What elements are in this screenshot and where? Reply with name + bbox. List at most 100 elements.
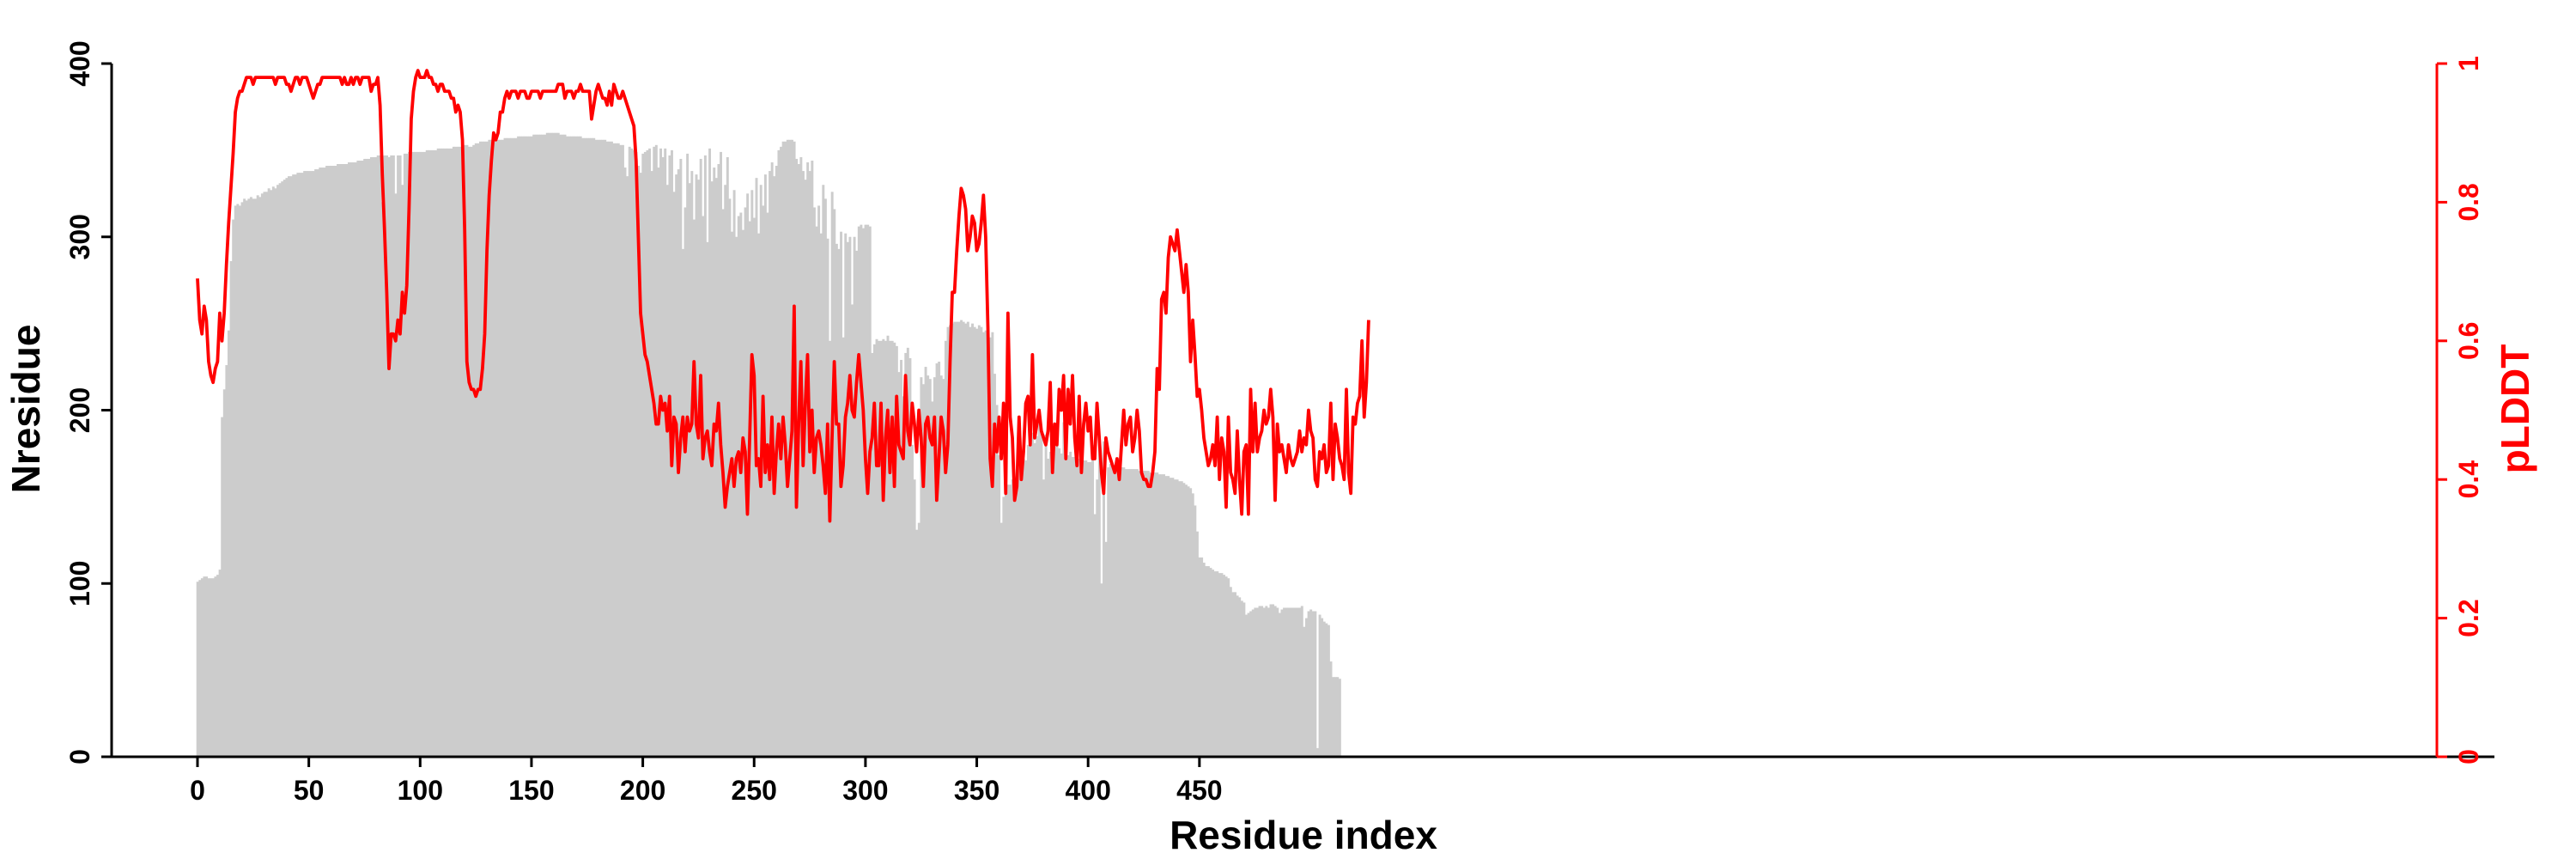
- nresidue-bar: [653, 146, 656, 758]
- nresidue-bar: [786, 139, 789, 757]
- nresidue-bar: [548, 132, 551, 757]
- nresidue-bar: [412, 151, 416, 757]
- nresidue-bar: [225, 365, 228, 757]
- nresidue-bar: [1195, 531, 1199, 757]
- nresidue-bar: [601, 139, 605, 757]
- nresidue-bar: [492, 139, 495, 757]
- nresidue-bar: [501, 139, 504, 757]
- nresidue-bar: [875, 338, 878, 757]
- nresidue-bar: [987, 333, 990, 757]
- nresidue-bar: [314, 169, 318, 757]
- x-tick-label: 50: [294, 775, 325, 806]
- nresidue-bar: [646, 149, 649, 758]
- nresidue-bar: [523, 136, 526, 758]
- nresidue-bar: [988, 337, 992, 757]
- nresidue-bar: [229, 261, 233, 757]
- y-right-tick-label: 0.2: [2453, 599, 2484, 637]
- nresidue-bar: [1140, 471, 1144, 757]
- nresidue-bar: [1026, 444, 1030, 757]
- nresidue-bar: [1082, 460, 1085, 757]
- nresidue-bar: [980, 326, 983, 757]
- nresidue-bar: [320, 168, 324, 758]
- nresidue-bar: [661, 156, 665, 757]
- nresidue-bar: [1205, 566, 1208, 757]
- nresidue-bar: [414, 151, 417, 757]
- nresidue-bar: [942, 379, 945, 757]
- nresidue-bar: [521, 136, 525, 758]
- nresidue-bar: [860, 224, 863, 757]
- nresidue-bar: [334, 166, 337, 757]
- nresidue-bar: [463, 144, 466, 757]
- nresidue-bar: [717, 164, 720, 757]
- nresidue-bar: [1169, 478, 1172, 757]
- nresidue-bar: [301, 173, 304, 758]
- nresidue-bar: [465, 144, 469, 757]
- x-tick-label: 0: [190, 775, 205, 806]
- nresidue-bar: [604, 139, 607, 757]
- nresidue-bar: [214, 576, 217, 757]
- nresidue-bar: [443, 148, 447, 758]
- nresidue-bar: [1062, 422, 1066, 757]
- nresidue-bar: [1224, 576, 1228, 757]
- nresidue-bar: [675, 174, 678, 757]
- nresidue-bar: [394, 193, 398, 757]
- nresidue-bar: [532, 134, 536, 758]
- nresidue-bar: [1122, 467, 1126, 757]
- x-axis-ticks: 0 50 100 150 200 250 300 350 400 450: [190, 757, 1223, 806]
- nresidue-bar: [966, 321, 969, 757]
- nresidue-bar: [263, 192, 266, 758]
- nresidue-bar: [292, 174, 295, 757]
- nresidue-bar: [1163, 474, 1166, 757]
- nresidue-bar: [265, 192, 269, 758]
- nresidue-bar: [911, 444, 914, 757]
- nresidue-bar: [561, 134, 564, 758]
- nresidue-bar: [643, 151, 647, 757]
- nresidue-bar: [459, 146, 462, 758]
- nresidue-bar: [1273, 606, 1277, 757]
- nresidue-bar: [432, 149, 435, 758]
- nresidue-bar: [1336, 677, 1340, 757]
- nresidue-bar: [234, 205, 237, 757]
- nresidue-bar: [697, 180, 701, 758]
- nresidue-bar: [1096, 479, 1099, 757]
- nresidue-bar: [461, 144, 465, 757]
- nresidue-bar: [428, 149, 431, 758]
- y-left-axis-title: Nresidue: [3, 325, 48, 494]
- nresidue-bar: [1305, 618, 1308, 757]
- nresidue-bar: [559, 134, 562, 758]
- nresidue-bar: [337, 164, 339, 757]
- nresidue-bar: [864, 224, 867, 757]
- nresidue-bar: [474, 143, 477, 758]
- nresidue-bar: [837, 248, 841, 757]
- nresidue-bar: [260, 193, 264, 757]
- nresidue-bar: [309, 171, 313, 758]
- nresidue-bar: [243, 198, 246, 757]
- nresidue-bar: [583, 137, 586, 757]
- nresidue-bar: [450, 148, 453, 758]
- nresidue-bar: [1276, 607, 1279, 757]
- nresidue-bar: [597, 139, 600, 757]
- nresidue-bar: [410, 151, 413, 757]
- nresidue-bar: [544, 134, 547, 758]
- nresidue-bar: [1307, 611, 1310, 757]
- nresidue-bar: [1185, 484, 1188, 757]
- nresidue-bar: [352, 162, 355, 757]
- nresidue-bar: [927, 375, 930, 757]
- nresidue-bar: [343, 164, 346, 757]
- nresidue-bar: [857, 226, 860, 757]
- nresidue-bar: [319, 168, 322, 758]
- nresidue-bar: [331, 166, 335, 757]
- nresidue-bar: [632, 149, 635, 758]
- nresidue-bar: [1242, 602, 1246, 757]
- nresidue-bar: [611, 141, 613, 758]
- nresidue-bar: [889, 340, 892, 757]
- nresidue-bar: [570, 136, 574, 758]
- nresidue-bar: [957, 321, 961, 757]
- nresidue-bar: [349, 162, 353, 757]
- nresidue-bar: [915, 529, 919, 757]
- nresidue-bars: [196, 132, 1341, 758]
- nresidue-bar: [579, 136, 582, 758]
- nresidue-bar: [878, 340, 881, 757]
- nresidue-bar: [855, 250, 859, 757]
- nresidue-bar: [879, 340, 883, 757]
